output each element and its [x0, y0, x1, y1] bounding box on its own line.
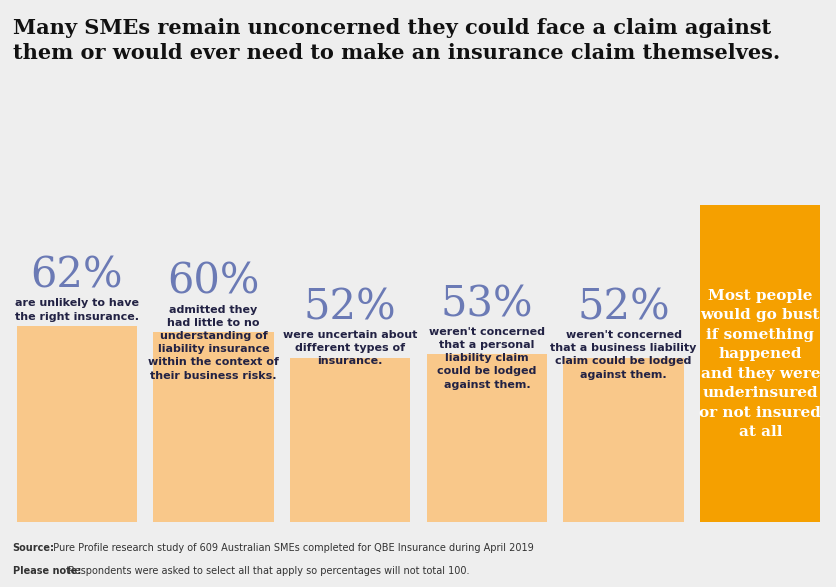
Text: Pure Profile research study of 609 Australian SMEs completed for QBE Insurance d: Pure Profile research study of 609 Austr… [50, 543, 533, 553]
Text: 60%: 60% [167, 261, 259, 303]
Text: admitted they
had little to no
understanding of
liability insurance
within the c: admitted they had little to no understan… [148, 305, 278, 380]
Bar [699, 205, 819, 522]
Bar [153, 332, 273, 522]
Text: weren't concerned
that a business liability
claim could be lodged
against them.: weren't concerned that a business liabil… [550, 330, 696, 380]
Text: weren't concerned
that a personal
liability claim
could be lodged
against them.: weren't concerned that a personal liabil… [428, 327, 544, 390]
Text: 52%: 52% [577, 286, 669, 328]
Text: 52%: 52% [303, 286, 396, 328]
Text: 53%: 53% [440, 283, 533, 325]
Bar [17, 326, 137, 522]
Text: Respondents were asked to select all that apply so percentages will not total 10: Respondents were asked to select all tha… [65, 566, 469, 576]
Text: were uncertain about
different types of
insurance.: were uncertain about different types of … [283, 330, 417, 366]
Bar [563, 357, 683, 522]
Text: Please note:: Please note: [13, 566, 81, 576]
Bar [426, 355, 547, 522]
Text: Many SMEs remain unconcerned they could face a claim against
them or would ever : Many SMEs remain unconcerned they could … [13, 18, 779, 63]
Text: 62%: 62% [30, 255, 123, 296]
Text: are unlikely to have
the right insurance.: are unlikely to have the right insurance… [15, 298, 139, 322]
Text: Most people
would go bust
if something
happened
and they were
underinsured
or no: Most people would go bust if something h… [699, 289, 820, 439]
Text: Source:: Source: [13, 543, 54, 553]
Bar [289, 357, 410, 522]
